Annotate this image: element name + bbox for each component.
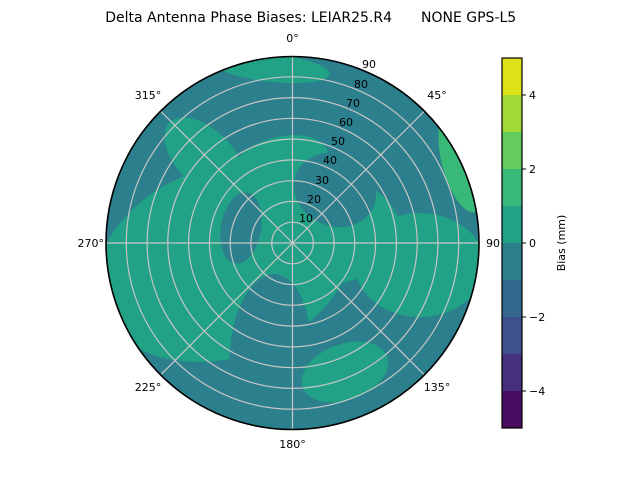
- colorbar-tick-0: 0: [529, 237, 536, 250]
- r-label-70: 70: [346, 97, 360, 110]
- theta-label-315: 315°: [135, 89, 162, 102]
- theta-tick-labels: 0° 45° 90 135° 180° 225° 270° 315°: [78, 32, 501, 451]
- colorbar-band-3: [502, 280, 522, 317]
- colorbar-band-9: [502, 58, 522, 95]
- theta-label-0: 0°: [286, 32, 299, 45]
- contour-field: [106, 56, 479, 430]
- r-label-50: 50: [331, 135, 345, 148]
- colorbar: 4 2 0 −2 −4 Bias (mm): [501, 57, 568, 429]
- theta-label-180: 180°: [279, 438, 306, 451]
- colorbar-band-1: [502, 354, 522, 391]
- r-label-30: 30: [315, 174, 329, 187]
- colorbar-band-0: [502, 391, 522, 428]
- theta-label-225: 225°: [135, 381, 162, 394]
- contour-region-south-tongue: [229, 274, 311, 430]
- colorbar-band-6: [502, 169, 522, 206]
- r-label-40: 40: [323, 154, 337, 167]
- contour-region-northeast-of-centre: [294, 152, 376, 228]
- theta-label-270: 270°: [78, 237, 105, 250]
- theta-label-90: 90: [486, 237, 500, 250]
- theta-label-135: 135°: [424, 381, 451, 394]
- r-label-90: 90: [362, 58, 376, 71]
- colorbar-band-5: [502, 206, 522, 243]
- chart-title-main: Delta Antenna Phase Biases: LEIAR25.R4: [105, 10, 392, 26]
- r-label-60: 60: [339, 116, 353, 129]
- colorbar-tick-neg4: −4: [529, 385, 545, 398]
- theta-label-45: 45°: [427, 89, 447, 102]
- contour-region-south-patch: [301, 341, 389, 403]
- contour-region-east: [355, 213, 479, 317]
- r-tick-labels: 10 20 30 40 50 60 70 80 90: [299, 58, 376, 225]
- r-label-80: 80: [354, 78, 368, 91]
- contour-region-northwest-band: [164, 117, 246, 199]
- colorbar-axis-label: Bias (mm): [555, 215, 568, 272]
- colorbar-band-8: [502, 95, 522, 132]
- r-label-10: 10: [299, 212, 313, 225]
- r-label-20: 20: [307, 193, 321, 206]
- colorbar-band-4: [502, 243, 522, 280]
- chart-title-suffix: NONE GPS-L5: [421, 10, 516, 26]
- polar-axes-border: [105, 55, 480, 431]
- colorbar-tick-marks: [522, 94, 526, 392]
- polar-grid-spokes: [106, 56, 479, 430]
- colorbar-tick-labels: 4 2 0 −2 −4: [529, 89, 545, 398]
- colorbar-tick-4: 4: [529, 89, 536, 102]
- colorbar-tick-2: 2: [529, 163, 536, 176]
- colorbar-band-7: [502, 132, 522, 169]
- colorbar-band-2: [502, 317, 522, 354]
- colorbar-tick-neg2: −2: [529, 311, 545, 324]
